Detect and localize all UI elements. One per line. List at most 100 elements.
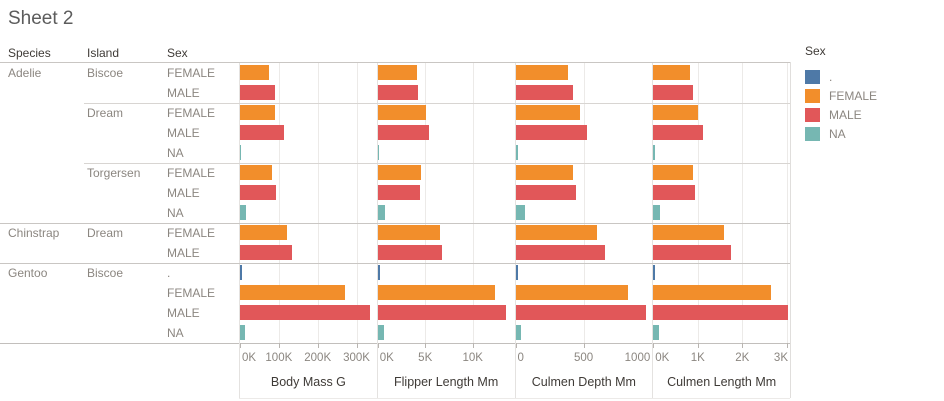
bar[interactable] bbox=[653, 285, 771, 300]
bar[interactable] bbox=[240, 65, 269, 80]
bar[interactable] bbox=[377, 285, 495, 300]
bar[interactable] bbox=[240, 205, 246, 220]
bar[interactable] bbox=[377, 65, 417, 80]
bar[interactable] bbox=[515, 85, 573, 100]
sex-label[interactable]: FEMALE bbox=[167, 226, 216, 240]
island-label[interactable] bbox=[87, 123, 167, 143]
column-header-island[interactable]: Island bbox=[87, 46, 120, 60]
sex-label[interactable]: NA bbox=[167, 146, 184, 160]
bar[interactable] bbox=[515, 305, 646, 320]
sex-label[interactable]: NA bbox=[167, 326, 184, 340]
island-label[interactable] bbox=[87, 183, 167, 203]
species-label[interactable] bbox=[0, 323, 87, 343]
bar[interactable] bbox=[515, 245, 605, 260]
island-label[interactable] bbox=[87, 143, 167, 163]
bar[interactable] bbox=[377, 145, 380, 160]
bar[interactable] bbox=[515, 165, 573, 180]
island-label[interactable] bbox=[87, 243, 167, 263]
bar[interactable] bbox=[377, 205, 385, 220]
bar[interactable] bbox=[377, 325, 384, 340]
island-label[interactable] bbox=[87, 323, 167, 343]
sex-label[interactable]: MALE bbox=[167, 126, 200, 140]
bar[interactable] bbox=[240, 85, 275, 100]
species-label[interactable] bbox=[0, 83, 87, 103]
bar[interactable] bbox=[515, 205, 526, 220]
bar[interactable] bbox=[515, 185, 577, 200]
bar[interactable] bbox=[377, 305, 507, 320]
bar[interactable] bbox=[515, 105, 581, 120]
bar[interactable] bbox=[240, 285, 346, 300]
sex-label[interactable]: MALE bbox=[167, 246, 200, 260]
island-label[interactable] bbox=[87, 283, 167, 303]
bar[interactable] bbox=[653, 145, 655, 160]
species-label[interactable] bbox=[0, 283, 87, 303]
bar[interactable] bbox=[240, 145, 242, 160]
species-label[interactable] bbox=[0, 203, 87, 223]
sex-label[interactable]: MALE bbox=[167, 86, 200, 100]
bar[interactable] bbox=[653, 105, 698, 120]
bar[interactable] bbox=[653, 65, 690, 80]
island-label[interactable]: Biscoe bbox=[87, 266, 124, 280]
species-label[interactable]: Gentoo bbox=[8, 266, 48, 280]
bar[interactable] bbox=[240, 305, 370, 320]
bar[interactable] bbox=[377, 85, 418, 100]
bar[interactable] bbox=[240, 185, 277, 200]
sex-label[interactable]: MALE bbox=[167, 306, 200, 320]
sex-label[interactable]: NA bbox=[167, 206, 184, 220]
bar[interactable] bbox=[377, 105, 426, 120]
species-label[interactable]: Chinstrap bbox=[8, 226, 60, 240]
island-label[interactable]: Dream bbox=[87, 106, 124, 120]
bar[interactable] bbox=[515, 285, 628, 300]
bar[interactable] bbox=[653, 205, 661, 220]
bar[interactable] bbox=[377, 165, 421, 180]
bar[interactable] bbox=[515, 325, 522, 340]
bar[interactable] bbox=[653, 245, 731, 260]
sex-label[interactable]: MALE bbox=[167, 186, 200, 200]
bar[interactable] bbox=[653, 125, 704, 140]
species-label[interactable] bbox=[0, 123, 87, 143]
island-label[interactable] bbox=[87, 303, 167, 323]
bar[interactable] bbox=[515, 265, 518, 280]
bar[interactable] bbox=[653, 225, 724, 240]
island-label[interactable] bbox=[87, 83, 167, 103]
bar[interactable] bbox=[240, 125, 284, 140]
bar[interactable] bbox=[377, 185, 421, 200]
island-label[interactable]: Biscoe bbox=[87, 66, 124, 80]
island-label[interactable]: Torgersen bbox=[87, 166, 141, 180]
legend-item[interactable]: . bbox=[805, 67, 877, 86]
bar[interactable] bbox=[653, 165, 694, 180]
bar[interactable] bbox=[377, 125, 429, 140]
species-label[interactable] bbox=[0, 143, 87, 163]
sex-label[interactable]: . bbox=[167, 266, 171, 280]
column-header-species[interactable]: Species bbox=[8, 46, 51, 60]
bar[interactable] bbox=[377, 225, 440, 240]
column-header-sex[interactable]: Sex bbox=[167, 46, 188, 60]
island-label[interactable] bbox=[87, 203, 167, 223]
species-label[interactable] bbox=[0, 103, 87, 123]
species-label[interactable] bbox=[0, 243, 87, 263]
bar[interactable] bbox=[653, 325, 660, 340]
bar[interactable] bbox=[240, 245, 293, 260]
bar[interactable] bbox=[653, 185, 695, 200]
species-label[interactable]: Adelie bbox=[8, 66, 42, 80]
bar[interactable] bbox=[653, 265, 656, 280]
legend-item[interactable]: NA bbox=[805, 124, 877, 143]
bar[interactable] bbox=[515, 225, 597, 240]
sex-label[interactable]: FEMALE bbox=[167, 286, 216, 300]
bar[interactable] bbox=[377, 245, 443, 260]
bar[interactable] bbox=[515, 125, 588, 140]
sex-label[interactable]: FEMALE bbox=[167, 66, 216, 80]
bar[interactable] bbox=[653, 305, 788, 320]
bar[interactable] bbox=[515, 145, 519, 160]
bar[interactable] bbox=[240, 325, 246, 340]
island-label[interactable]: Dream bbox=[87, 226, 124, 240]
legend-item[interactable]: FEMALE bbox=[805, 86, 877, 105]
legend-item[interactable]: MALE bbox=[805, 105, 877, 124]
bar[interactable] bbox=[515, 65, 569, 80]
bar[interactable] bbox=[653, 85, 694, 100]
bar[interactable] bbox=[240, 225, 287, 240]
sex-label[interactable]: FEMALE bbox=[167, 166, 216, 180]
bar[interactable] bbox=[240, 105, 276, 120]
species-label[interactable] bbox=[0, 163, 87, 183]
sex-label[interactable]: FEMALE bbox=[167, 106, 216, 120]
